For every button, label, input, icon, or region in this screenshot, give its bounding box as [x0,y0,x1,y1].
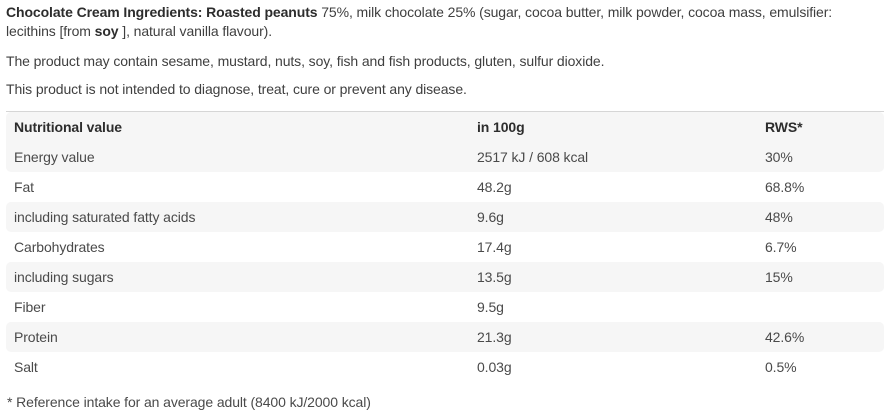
rws-cell: 68.8% [765,178,805,195]
nutrient-label-cell: Energy value [6,142,477,172]
column-header-nutritional-value: Nutritional value [6,112,477,142]
table-row-energy: Energy value 2517 kJ / 608 kcal 30% [6,142,884,172]
nutrient-label-cell: Protein [6,322,477,352]
rws-cell: 6.7% [765,238,797,255]
nutrient-label-cell: including sugars [6,262,477,292]
nutrient-label-cell: Fiber [14,298,46,315]
rws-cell: 48% [765,202,884,232]
rws-cell: 0.5% [765,358,797,375]
nutrition-table: Nutritional value in 100g RWS* Energy va… [6,111,884,382]
per-100g-cell: 2517 kJ / 608 kcal [477,142,765,172]
table-row-protein: Protein 21.3g 42.6% [6,322,884,352]
table-row-salt: Salt 0.03g 0.5% [6,352,884,382]
table-row-saturated-fat: including saturated fatty acids 9.6g 48% [6,202,884,232]
per-100g-cell: 21.3g [477,322,765,352]
nutrient-label-cell: including saturated fatty acids [6,202,477,232]
table-footnote: * Reference intake for an average adult … [7,394,371,410]
per-100g-cell: 13.5g [477,262,765,292]
nutrient-label-cell: Fat [14,178,34,195]
rws-cell: 42.6% [765,322,884,352]
per-100g-cell: 48.2g [477,178,512,195]
rws-cell: 30% [765,142,884,172]
per-100g-cell: 0.03g [477,358,512,375]
ingredients-lead-bold: Chocolate Cream Ingredients: Roasted pea… [6,4,318,20]
table-row-sugars: including sugars 13.5g 15% [6,262,884,292]
column-header-in-100g: in 100g [477,112,765,142]
ingredients-soy-bold: soy [94,23,119,39]
rws-cell: 15% [765,262,884,292]
disclaimer-note: This product is not intended to diagnose… [6,81,467,97]
rws-cell [765,292,884,322]
ingredients-paragraph: Chocolate Cream Ingredients: Roasted pea… [6,3,884,41]
ingredients-tail-text: ], natural vanilla flavour). [122,23,272,39]
per-100g-cell: 9.6g [477,202,765,232]
nutrient-label-cell: Carbohydrates [14,238,105,255]
table-row-carbohydrates: Carbohydrates 17.4g 6.7% [6,232,884,262]
table-row-fat: Fat 48.2g 68.8% [6,172,884,202]
per-100g-cell: 17.4g [477,238,512,255]
nutrient-label-cell: Salt [14,358,38,375]
table-header-row: Nutritional value in 100g RWS* [6,112,884,142]
table-row-fiber: Fiber 9.5g [6,292,884,322]
column-header-rws: RWS* [765,112,884,142]
ingredients-body-text: 75%, milk chocolate 25% (sugar, cocoa bu… [6,4,833,39]
per-100g-cell: 9.5g [477,298,504,315]
allergen-note: The product may contain sesame, mustard,… [6,53,605,69]
